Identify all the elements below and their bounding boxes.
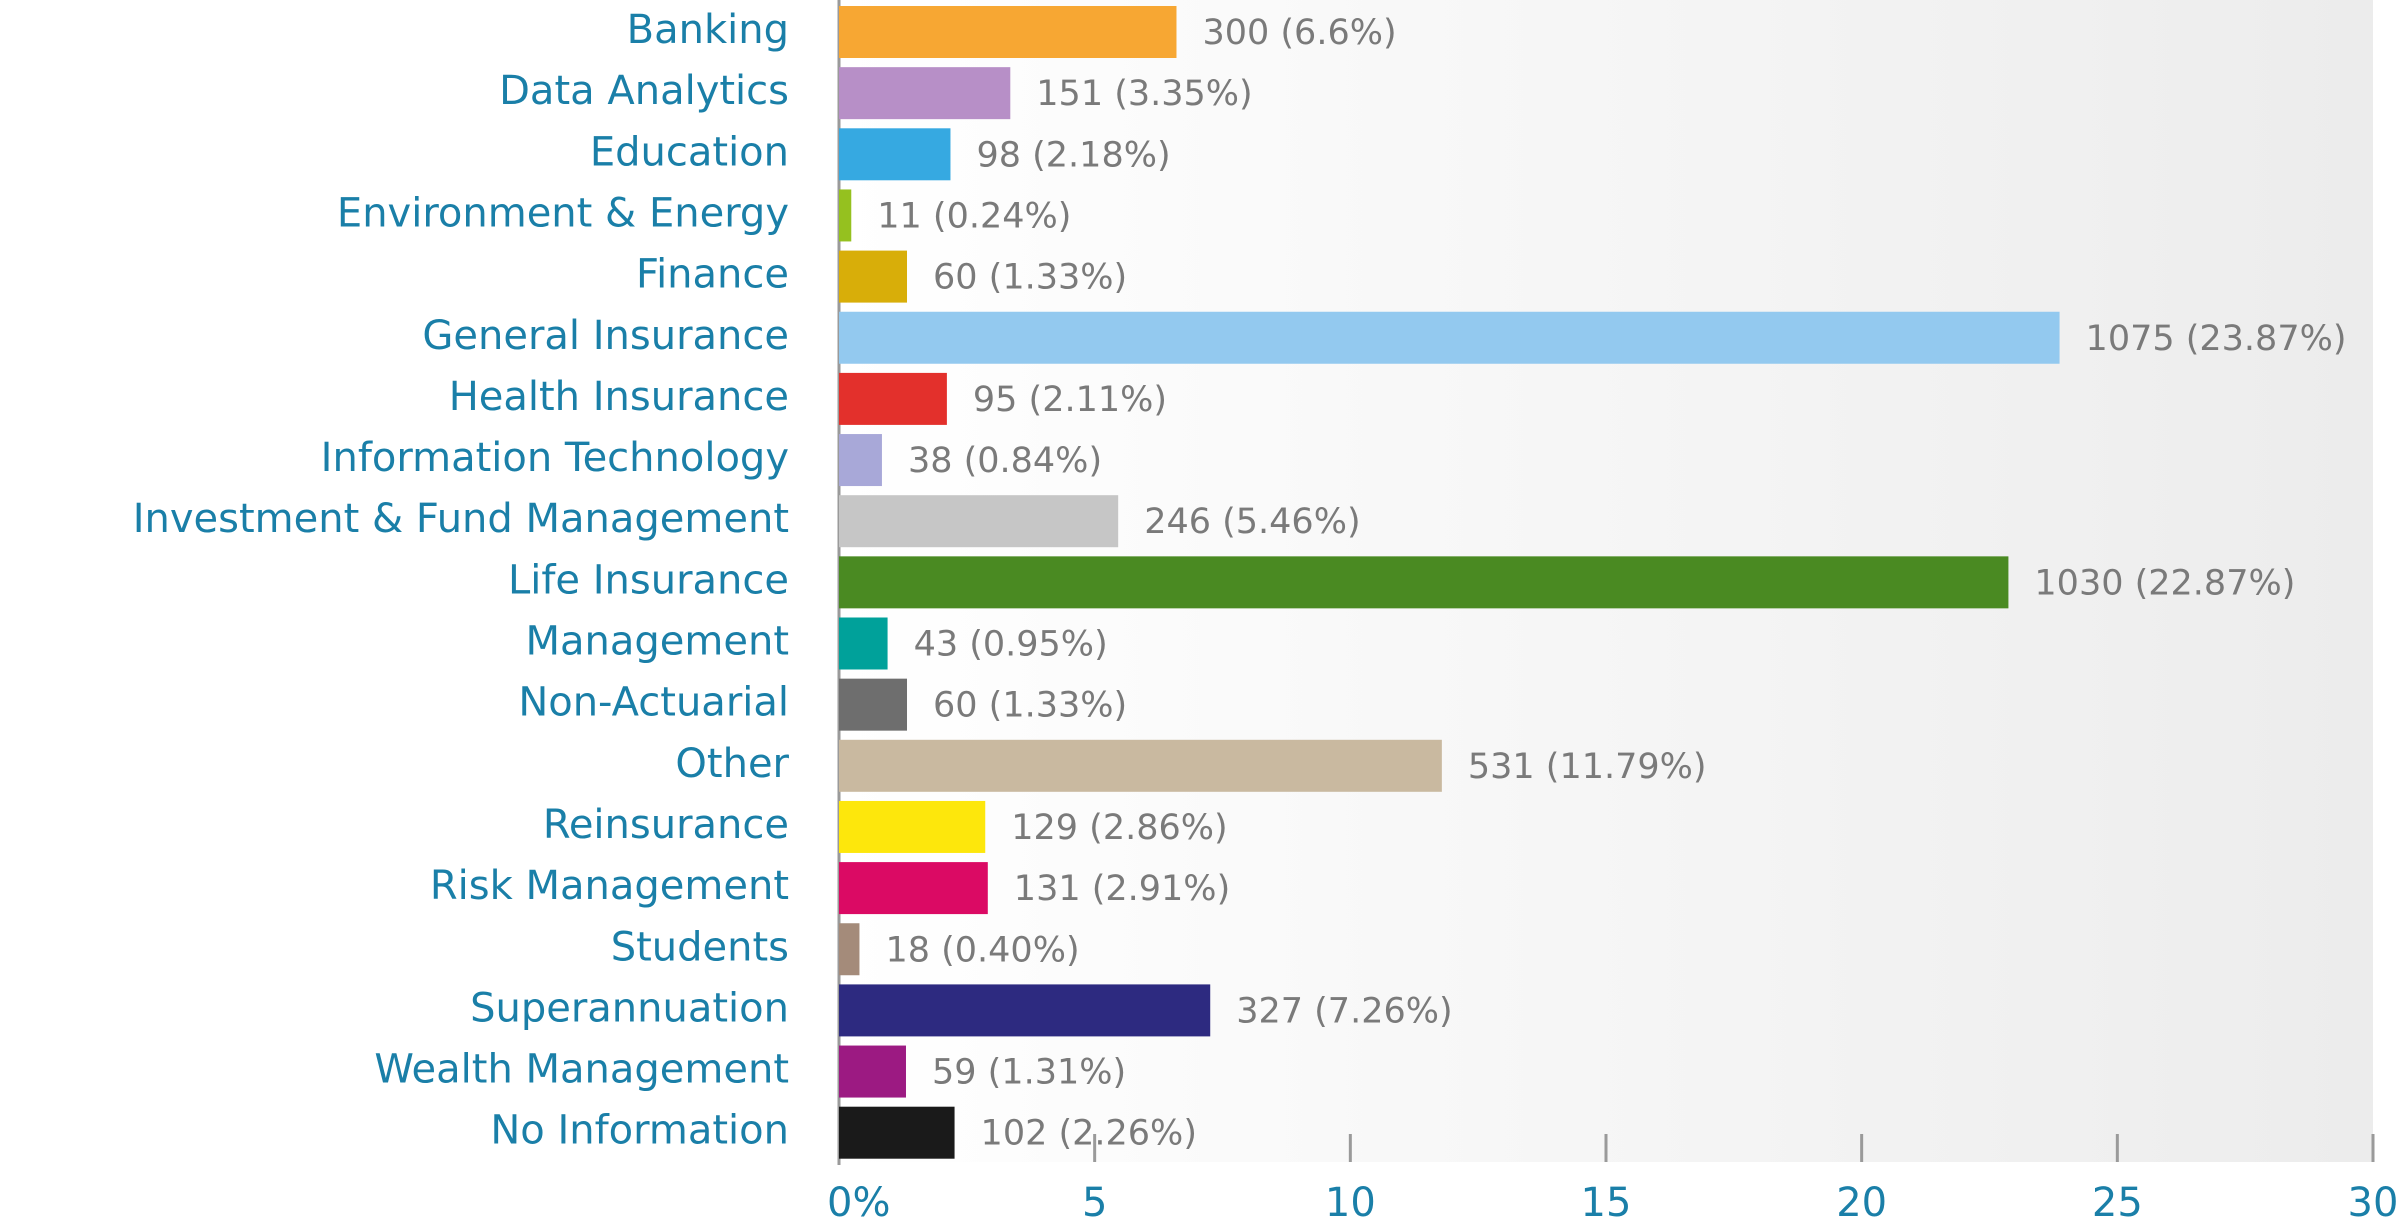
x-tick-label: 20: [1836, 1180, 1887, 1225]
y-tick-label: Banking: [627, 7, 789, 53]
data-label: 95 (2.11%): [973, 380, 1167, 420]
bar: [839, 189, 852, 242]
y-tick-label: Finance: [636, 252, 789, 298]
y-tick-label: Reinsurance: [543, 802, 789, 848]
y-tick-label: Health Insurance: [449, 374, 789, 420]
y-tick-label: Investment & Fund Management: [133, 496, 789, 542]
x-tick-label: 0%: [827, 1180, 890, 1225]
y-tick-label: Other: [675, 741, 789, 787]
y-tick-label: Data Analytics: [499, 68, 789, 114]
data-label: 246 (5.46%): [1144, 502, 1360, 542]
bar: [839, 250, 908, 303]
data-label: 98 (2.18%): [976, 135, 1170, 175]
bar: [839, 617, 888, 670]
y-tick-label: No Information: [490, 1108, 789, 1154]
bar: [839, 434, 882, 487]
data-label: 1030 (22.87%): [2034, 563, 2295, 603]
data-label: 43 (0.95%): [914, 625, 1108, 665]
bar: [839, 923, 860, 976]
y-tick-label: Non-Actuarial: [518, 680, 789, 726]
data-label: 11 (0.24%): [877, 196, 1071, 236]
data-label: 300 (6.6%): [1202, 13, 1396, 53]
y-tick-label: Management: [526, 619, 790, 665]
data-label: 1075 (23.87%): [2086, 319, 2347, 359]
bar: [839, 678, 908, 731]
bar: [839, 372, 947, 425]
bar: [839, 800, 986, 853]
x-tick-label: 25: [2092, 1180, 2143, 1225]
bar: [839, 1045, 906, 1098]
y-tick-label: Life Insurance: [508, 557, 789, 603]
y-tick-label: Education: [590, 129, 789, 175]
x-tick-label: 15: [1581, 1180, 1632, 1225]
y-tick-label: Environment & Energy: [337, 190, 789, 236]
bar: [839, 6, 1177, 58]
bar: [839, 1106, 955, 1159]
data-label: 327 (7.26%): [1236, 991, 1452, 1031]
data-label: 60 (1.33%): [933, 686, 1127, 726]
x-tick-label: 5: [1082, 1180, 1107, 1225]
bar: [839, 556, 2009, 609]
data-label: 129 (2.86%): [1011, 808, 1227, 848]
y-tick-label: Wealth Management: [374, 1047, 789, 1093]
bar: [839, 311, 2060, 364]
data-label: 531 (11.79%): [1468, 747, 1707, 787]
y-tick-label: Information Technology: [321, 435, 789, 481]
bar: [839, 67, 1011, 120]
bar: [839, 128, 951, 181]
data-label: 60 (1.33%): [933, 258, 1127, 298]
data-label: 38 (0.84%): [908, 441, 1102, 481]
x-tick-label: 10: [1325, 1180, 1376, 1225]
data-label: 59 (1.31%): [932, 1053, 1126, 1093]
bar: [839, 495, 1119, 548]
y-tick-label: Risk Management: [430, 863, 789, 909]
data-label: 102 (2.26%): [981, 1114, 1197, 1154]
data-label: 18 (0.40%): [885, 930, 1079, 970]
bar: [839, 984, 1211, 1037]
y-tick-label: General Insurance: [422, 313, 789, 359]
y-tick-label: Students: [611, 924, 789, 970]
data-label: 151 (3.35%): [1036, 74, 1252, 114]
x-tick-label: 30: [2348, 1180, 2397, 1225]
bar: [839, 862, 988, 915]
data-label: 131 (2.91%): [1014, 869, 1230, 909]
bar: [839, 739, 1442, 792]
y-tick-label: Superannuation: [470, 985, 789, 1031]
